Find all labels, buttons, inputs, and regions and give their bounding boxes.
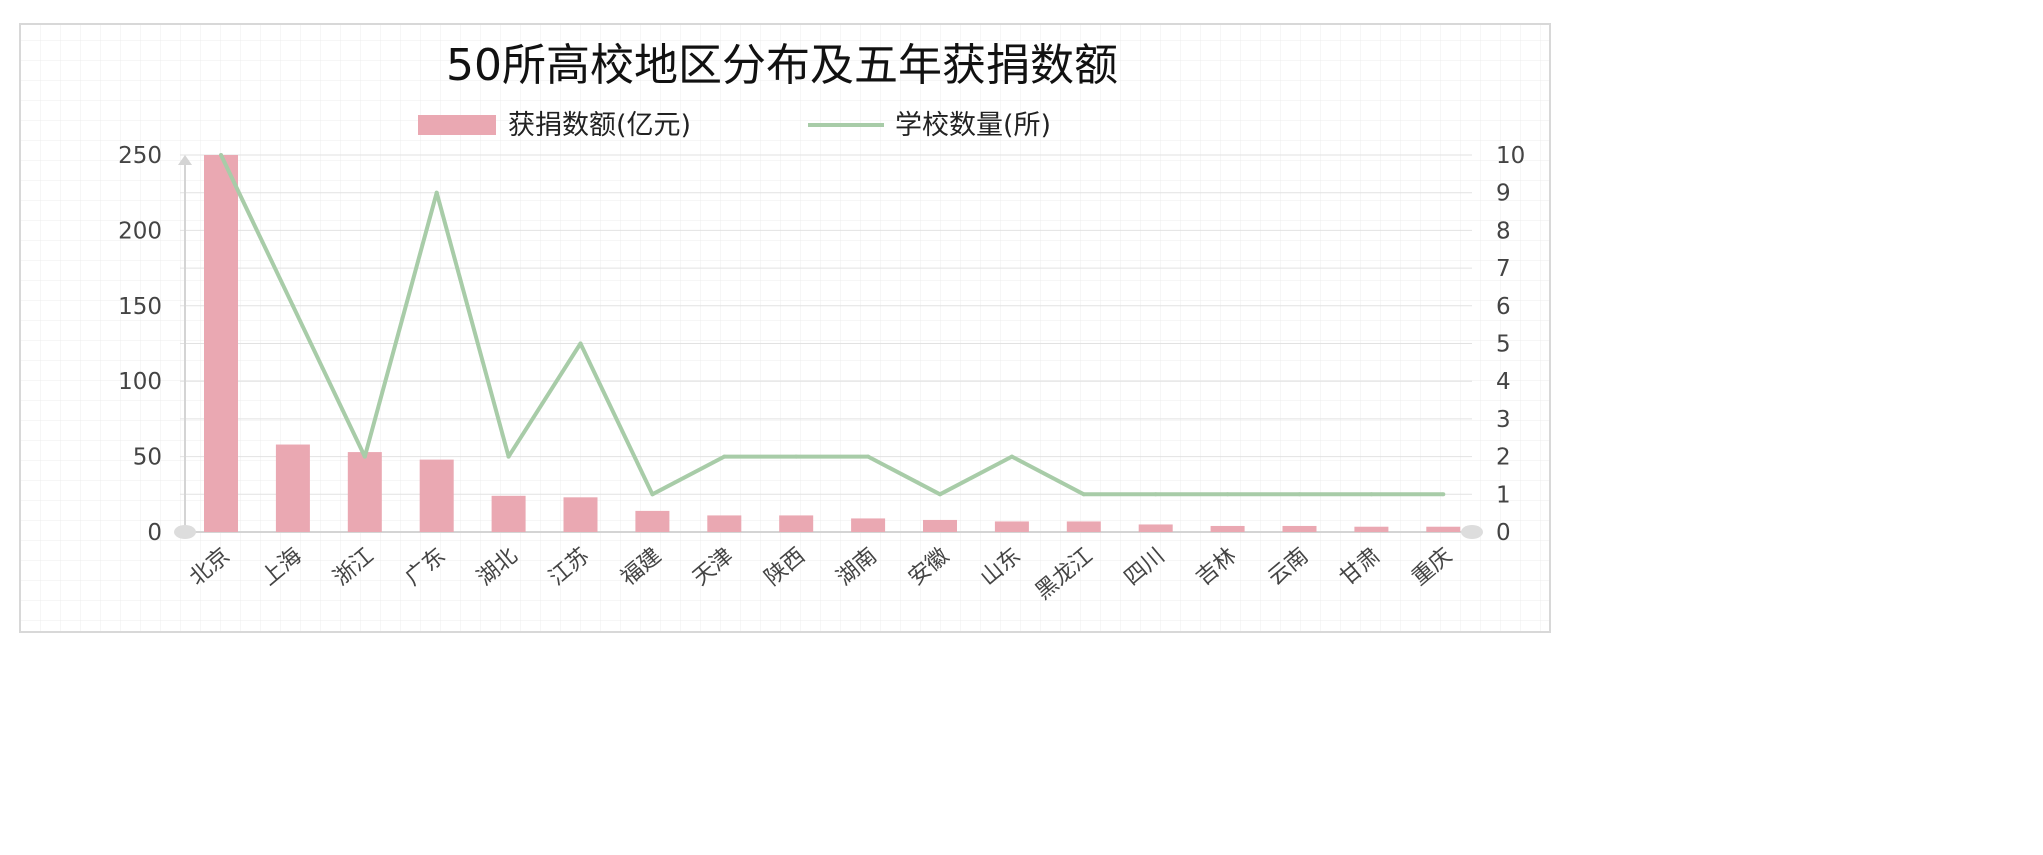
line-series — [219, 153, 1446, 497]
chart-title: 50所高校地区分布及五年获捐数额 — [446, 40, 1118, 91]
bar — [1282, 525, 1317, 532]
line-point — [938, 492, 942, 497]
bar — [275, 444, 310, 532]
y-right-tick-label: 7 — [1496, 256, 1511, 282]
line-point — [722, 454, 727, 459]
bar — [1210, 525, 1245, 532]
axes — [174, 155, 1483, 539]
y-right-tick-label: 3 — [1496, 407, 1511, 433]
y-left-tick-label: 0 — [147, 520, 162, 546]
y-right-tick-label: 4 — [1496, 369, 1511, 395]
line-point — [362, 454, 367, 459]
bar — [347, 452, 382, 532]
x-axis-start-cap — [174, 525, 196, 539]
bar — [419, 459, 454, 532]
line-point — [1081, 492, 1086, 497]
y-right-tick-label: 5 — [1496, 332, 1511, 358]
bar — [994, 521, 1029, 532]
bar — [563, 497, 598, 532]
line-point — [578, 341, 583, 346]
legend-label-bar: 获捐数额(亿元) — [508, 110, 691, 141]
bar — [779, 515, 814, 532]
y-left-tick-label: 50 — [133, 445, 162, 471]
line-point — [506, 454, 511, 459]
line-point — [219, 153, 223, 157]
legend-swatch-bar — [418, 115, 496, 135]
y-right-tick-label: 8 — [1496, 218, 1511, 244]
line-point — [1225, 492, 1230, 497]
line-point — [866, 454, 871, 459]
line-point — [434, 190, 439, 195]
line-point — [794, 454, 799, 459]
bar — [707, 515, 742, 532]
y-right-tick-label: 0 — [1496, 520, 1511, 546]
y-left-tick-label: 200 — [118, 218, 162, 244]
line-path — [219, 154, 1444, 497]
legend: 获捐数额(亿元) 学校数量(所) — [418, 110, 1051, 141]
y-right-tick-label: 9 — [1496, 181, 1511, 207]
y-right-tick-label: 10 — [1496, 143, 1525, 169]
x-axis-end-cap — [1461, 525, 1483, 539]
line-point — [1153, 492, 1158, 497]
y-right-tick-label: 2 — [1496, 445, 1511, 471]
line-point — [650, 492, 655, 497]
bar — [851, 518, 886, 532]
line-point — [1369, 492, 1374, 497]
line-point — [1297, 492, 1302, 497]
y-left-tick-label: 150 — [118, 294, 162, 320]
y-right-tick-label: 1 — [1496, 482, 1511, 508]
line-point — [1441, 492, 1446, 497]
bar — [204, 155, 238, 532]
combo-chart: 50所高校地区分布及五年获捐数额 获捐数额(亿元) 学校数量(所) 250200… — [19, 23, 1551, 633]
bar — [1426, 526, 1461, 532]
bar — [923, 519, 957, 532]
bar — [1138, 524, 1173, 532]
bar — [635, 510, 670, 532]
line-point — [290, 303, 295, 308]
chart-frame — [19, 23, 1551, 633]
chart-container: 50所高校地区分布及五年获捐数额 获捐数额(亿元) 学校数量(所) 250 200… — [19, 23, 1551, 633]
y-right-tick-label: 6 — [1496, 294, 1511, 320]
bar — [1354, 526, 1389, 532]
y-axis-arrow — [178, 155, 192, 165]
y-left-tick-label: 250 — [118, 143, 162, 169]
line-point — [1009, 454, 1014, 459]
bar — [491, 495, 526, 532]
bar-series — [204, 155, 1461, 532]
bar — [1066, 521, 1101, 532]
y-left-tick-label: 100 — [118, 369, 162, 395]
legend-label-line: 学校数量(所) — [895, 110, 1051, 141]
